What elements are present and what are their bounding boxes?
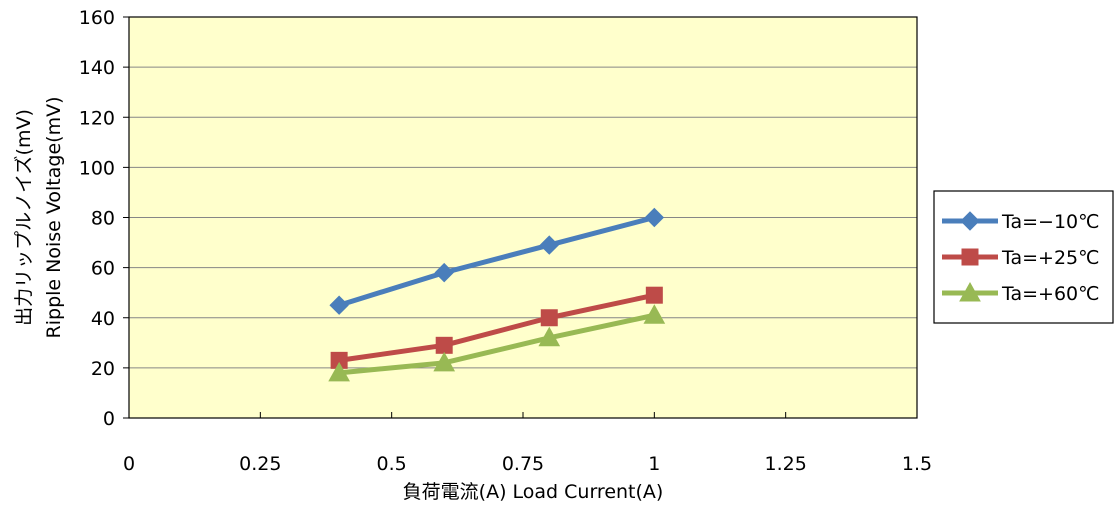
series-line [336,215,657,308]
x-tick-label: 1.25 [765,453,807,475]
marker-square [435,336,453,354]
series-line [336,312,657,376]
series-line [336,292,657,363]
y-tick-label: 60 [91,258,115,280]
legend-label: Ta=−10℃ [1001,211,1099,233]
x-tick-label: 0 [123,453,135,475]
axes: 0 20 40 60 80 100 120 140 160 0 0.25 0.5 0.75 1 1.25 1.… [79,7,932,475]
x-tick-label: 1.5 [902,453,932,475]
marker-triangle [959,281,981,302]
series-2 [330,286,663,369]
x-tick-label: 1 [648,453,660,475]
x-tick-label: 0.25 [239,453,281,475]
series-3 [328,304,666,382]
y-tick-label: 0 [103,408,115,430]
marker-triangle [433,351,456,372]
marker-square [961,248,979,266]
y-tick-label: 20 [91,358,115,380]
marker-diamond [329,295,349,315]
y-tick-label: 140 [79,57,115,79]
legend-item: Ta=+60℃ [942,281,1099,305]
y-tick-label: 120 [79,107,115,129]
marker-diamond [644,207,665,228]
legend-label: Ta=+60℃ [1001,283,1099,305]
marker-triangle [538,326,561,347]
legend-label: Ta=+25℃ [1001,247,1099,269]
x-axis-label: 負荷電流(A) Load Current(A) [403,481,664,501]
x-tick-label: 0.5 [377,453,407,475]
marker-diamond [539,235,559,255]
marker-triangle [643,304,666,324]
x-tick-label: 0.75 [502,453,544,475]
y-tick-label: 100 [79,157,115,179]
legend: Ta=−10℃ Ta=+25℃ Ta=+60℃ [933,190,1114,324]
legend-item: Ta=−10℃ [942,211,1099,233]
y-axis-label-english: Ripple Noise Voltage(mV) [43,97,65,339]
y-tick-label: 160 [79,7,115,29]
marker-diamond [960,211,980,231]
marker-square [645,286,663,304]
series-group [328,207,666,382]
marker-diamond [434,262,454,283]
marker-triangle [328,361,350,382]
legend-item: Ta=+25℃ [942,247,1099,269]
series-1 [329,207,665,315]
marker-square [540,309,558,327]
y-axis-label-japanese: 出力リップルノイズ(mV) [13,109,35,326]
y-tick-label: 40 [91,308,115,330]
y-tick-label: 80 [91,208,115,230]
